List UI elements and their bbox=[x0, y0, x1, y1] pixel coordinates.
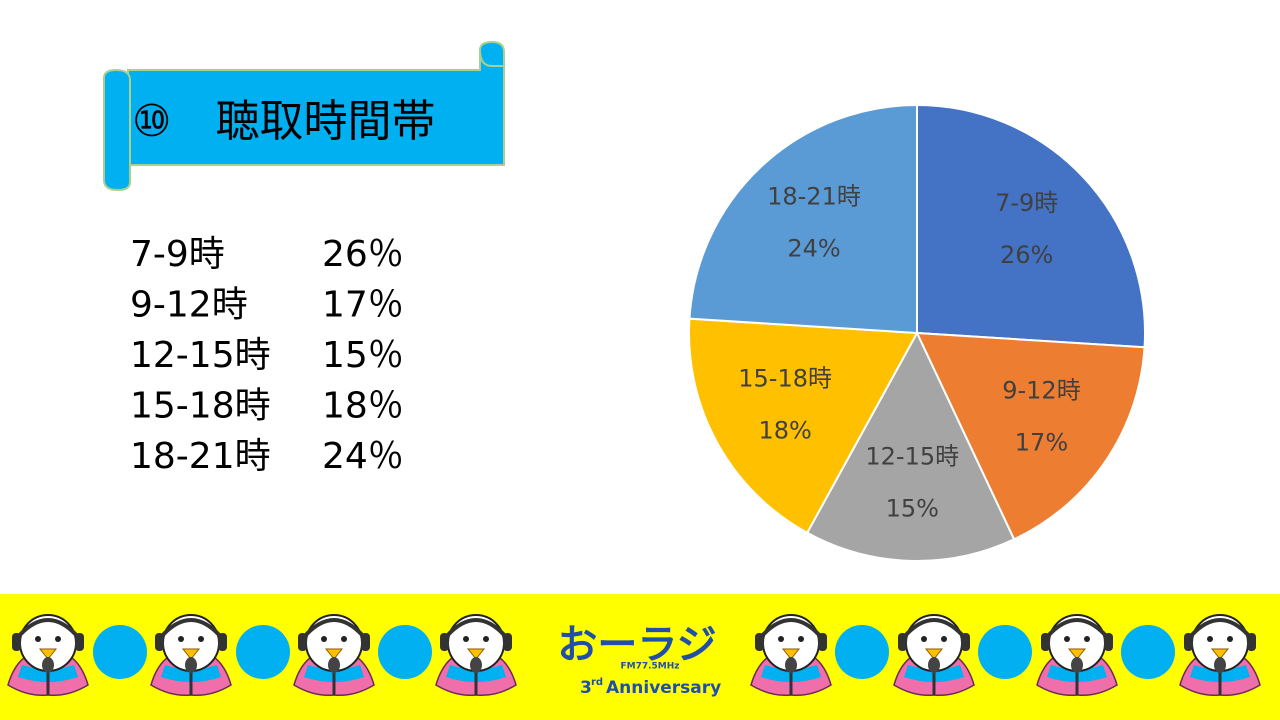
list-value: 17％ bbox=[322, 285, 404, 326]
decorations bbox=[93, 625, 1175, 679]
logo: おーラジ bbox=[557, 622, 716, 668]
footer: おーラジ FM77.5MHz 3 rd Anniversary bbox=[0, 594, 1280, 720]
dot bbox=[835, 625, 889, 679]
slice-category-label: 12-15時 bbox=[865, 442, 959, 470]
slice-category-label: 7-9時 bbox=[995, 189, 1058, 217]
pie-slice bbox=[916, 103, 1146, 349]
slice-category-label: 9-12時 bbox=[1002, 377, 1080, 405]
list-label: 7-9時 bbox=[130, 234, 225, 275]
list-label: 9-12時 bbox=[130, 285, 248, 326]
slice-value-label: 26% bbox=[1000, 241, 1053, 269]
anniversary-suffix: rd bbox=[591, 677, 603, 688]
slice-value-label: 17% bbox=[1015, 429, 1068, 457]
frequency: FM77.5MHz bbox=[620, 662, 679, 672]
slide-title: ⑩ 聴取時間帯 bbox=[132, 96, 435, 147]
list-label: 12-15時 bbox=[130, 335, 271, 376]
slice-value-label: 15% bbox=[886, 494, 939, 522]
dot bbox=[1121, 625, 1175, 679]
list-value: 15％ bbox=[322, 335, 404, 376]
dot bbox=[236, 625, 290, 679]
slice-category-label: 15-18時 bbox=[738, 364, 832, 392]
pie-slice bbox=[688, 317, 919, 535]
list-label: 15-18時 bbox=[130, 386, 271, 427]
pie-chart: 7-9時 26% 9-12時 17% 12-15時 15% 15-18時 18% 18-21時 2… bbox=[688, 103, 1146, 562]
pie-slice bbox=[805, 330, 1016, 562]
summary-list: 7-9時 26％ 9-12時 17％ 12-15時 15％ 15-18時 18％ 18-21時 2… bbox=[130, 234, 404, 477]
list-value: 26％ bbox=[322, 234, 404, 275]
list-label: 18-21時 bbox=[130, 436, 271, 477]
dot bbox=[93, 625, 147, 679]
slice-value-label: 18% bbox=[758, 416, 811, 444]
title-banner: ⑩ 聴取時間帯 bbox=[103, 40, 505, 192]
pie-slice bbox=[915, 331, 1146, 541]
slice-category-label: 18-21時 bbox=[767, 182, 861, 210]
slice-value-label: 24% bbox=[787, 234, 840, 262]
list-value: 18％ bbox=[322, 386, 404, 427]
dot bbox=[378, 625, 432, 679]
list-value: 24％ bbox=[322, 436, 404, 477]
pie-slice bbox=[688, 103, 918, 335]
anniversary-text: Anniversary bbox=[606, 678, 721, 698]
dot bbox=[978, 625, 1032, 679]
anniversary-number: 3 bbox=[580, 678, 592, 698]
